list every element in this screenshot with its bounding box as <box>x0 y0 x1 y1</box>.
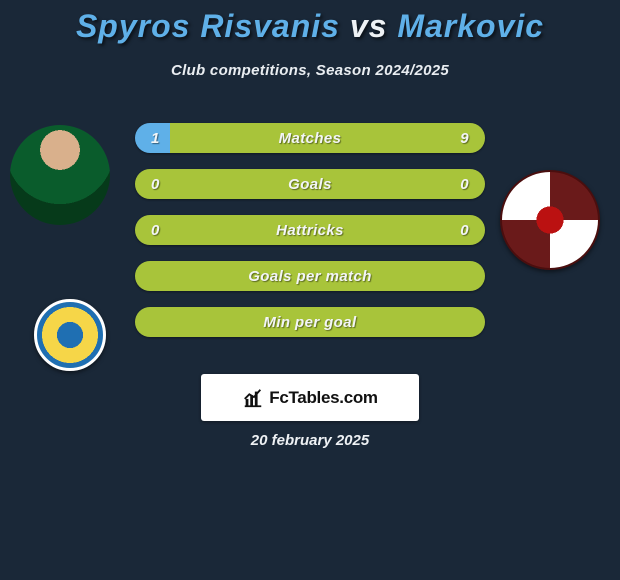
stat-row-matches: 1 Matches 9 <box>135 123 485 153</box>
club-left-badge <box>34 299 106 371</box>
title-player-right: Markovic <box>397 8 544 44</box>
club-right-badge <box>500 170 600 270</box>
brand-link[interactable]: FcTables.com <box>201 374 419 421</box>
stat-right-value: 0 <box>460 169 469 199</box>
page-title: Spyros Risvanis vs Markovic <box>0 8 620 45</box>
stat-label: Matches <box>135 123 485 153</box>
stat-row-hattricks: 0 Hattricks 0 <box>135 215 485 245</box>
brand-text: FcTables.com <box>269 388 378 408</box>
stat-label: Min per goal <box>135 307 485 337</box>
player-left-avatar <box>10 125 110 225</box>
stat-row-goals-per-match: Goals per match <box>135 261 485 291</box>
footer-date: 20 february 2025 <box>0 432 620 449</box>
stats-block: 1 Matches 9 0 Goals 0 0 Hattricks 0 Goal… <box>135 123 485 353</box>
subtitle: Club competitions, Season 2024/2025 <box>0 62 620 79</box>
stat-right-value: 0 <box>460 215 469 245</box>
stat-row-min-per-goal: Min per goal <box>135 307 485 337</box>
title-vs: vs <box>340 8 397 44</box>
stat-label: Goals <box>135 169 485 199</box>
stat-row-goals: 0 Goals 0 <box>135 169 485 199</box>
stat-label: Goals per match <box>135 261 485 291</box>
title-player-left: Spyros Risvanis <box>76 8 340 44</box>
comparison-card: Spyros Risvanis vs Markovic Club competi… <box>0 0 620 580</box>
stat-label: Hattricks <box>135 215 485 245</box>
stat-right-value: 9 <box>460 123 469 153</box>
chart-icon <box>242 387 264 409</box>
